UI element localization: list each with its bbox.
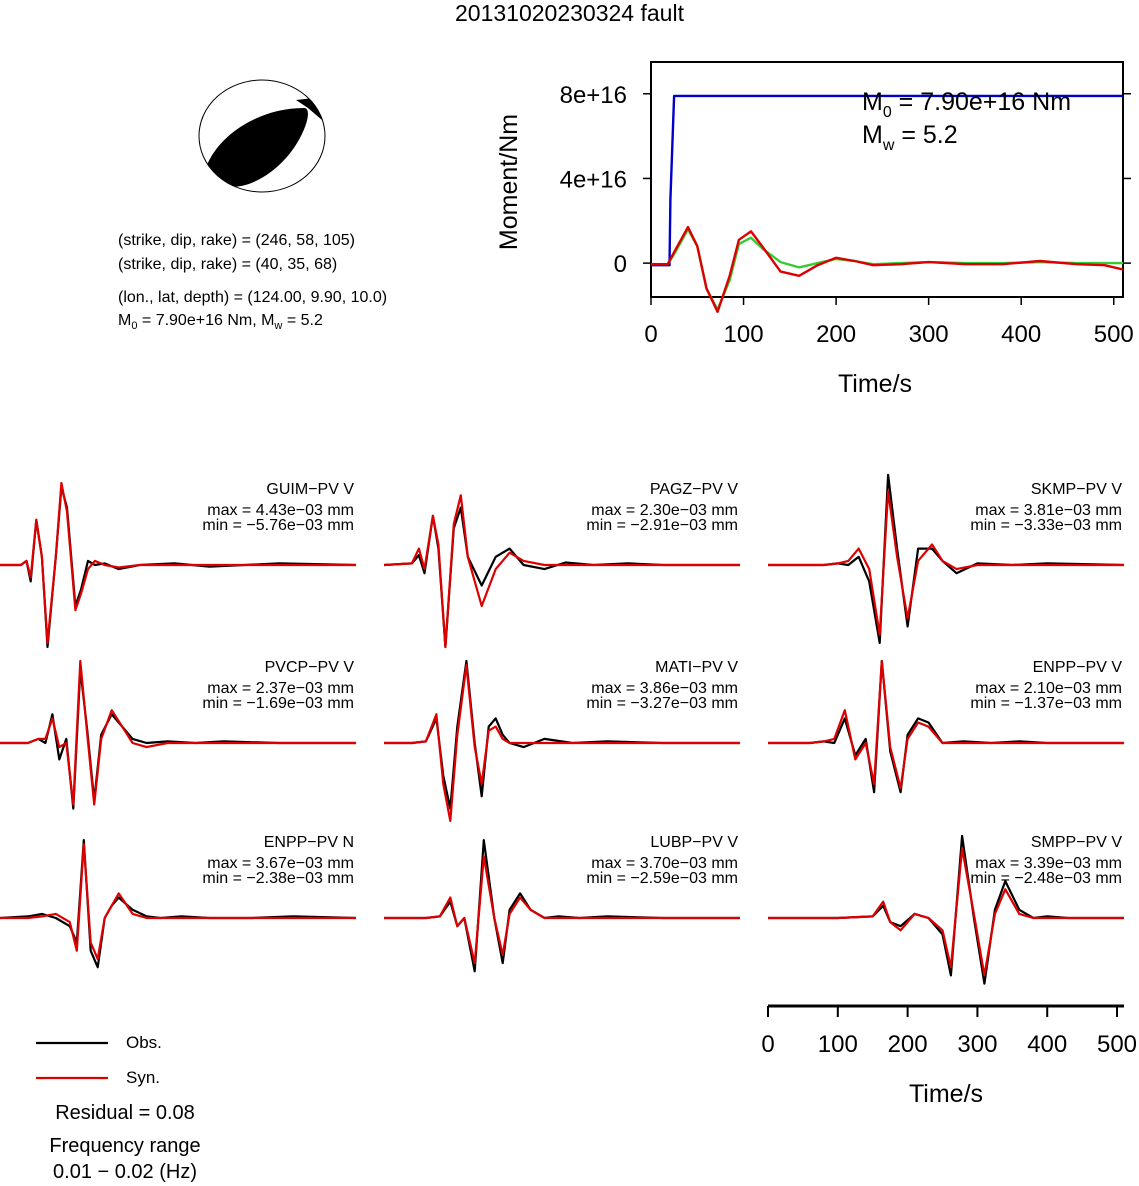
station-label: GUIM−PV V <box>266 481 354 498</box>
station-label: SKMP−PV V <box>1031 481 1122 498</box>
station-label: PAGZ−PV V <box>650 481 739 498</box>
moment-xtick-label: 0 <box>644 321 657 348</box>
moment-series-2 <box>651 225 1124 313</box>
station-min: min = −2.59e−03 mm <box>586 870 738 887</box>
moment-xlabel: Time/s <box>838 370 912 398</box>
frequency-range: 0.01 − 0.02 (Hz) <box>53 1161 197 1183</box>
station-min: min = −1.69e−03 mm <box>202 695 354 712</box>
station-max: max = 3.86e−03 mm <box>591 680 738 697</box>
wave-xtick-label: 400 <box>1027 1031 1067 1058</box>
figure-title: 20131020230324 fault <box>455 0 684 26</box>
station-min: min = −3.27e−03 mm <box>586 695 738 712</box>
station-min: min = −2.91e−03 mm <box>586 517 738 534</box>
station-max: max = 4.43e−03 mm <box>207 502 354 519</box>
station-min: min = −2.38e−03 mm <box>202 870 354 887</box>
station-max: max = 3.70e−03 mm <box>591 855 738 872</box>
waveform-obs <box>768 473 1125 645</box>
station-max: max = 3.39e−03 mm <box>975 855 1122 872</box>
waveform-syn <box>0 843 356 961</box>
moment-ytick-label: 8e+16 <box>560 82 627 109</box>
moment-xtick-label: 300 <box>909 321 949 348</box>
moment-xtick-label: 500 <box>1094 321 1134 348</box>
moment-ytick-label: 4e+16 <box>560 166 627 193</box>
legend-syn-label: Syn. <box>126 1068 161 1087</box>
moment-annotation-mw: Mw = 5.2 <box>862 121 958 154</box>
moment-ytick-label: 0 <box>614 251 627 278</box>
wave-xlabel: Time/s <box>909 1080 983 1108</box>
waveform-syn <box>768 847 1124 977</box>
station-label: SMPP−PV V <box>1031 834 1122 851</box>
moment-xtick-label: 100 <box>724 321 764 348</box>
location-depth: (lon., lat, depth) = (124.00, 9.90, 10.0… <box>118 289 388 306</box>
beachball-compression-quadrant <box>206 108 308 187</box>
station-label: ENPP−PV V <box>1033 659 1123 676</box>
wave-xtick-label: 100 <box>818 1031 858 1058</box>
station-min: min = −1.37e−03 mm <box>970 695 1122 712</box>
legend-obs-label: Obs. <box>126 1033 162 1052</box>
wave-xtick-label: 0 <box>761 1031 774 1058</box>
waveform-syn <box>383 494 740 649</box>
station-label: LUBP−PV V <box>650 834 738 851</box>
moment-xtick-label: 200 <box>816 321 856 348</box>
focal-mechanism-beachball <box>198 79 326 193</box>
waveform-syn <box>768 490 1124 636</box>
station-max: max = 2.10e−03 mm <box>975 680 1122 697</box>
moment-plot-frame <box>650 61 1124 298</box>
moment-xtick-label: 400 <box>1001 321 1041 348</box>
nodal-plane-2: (strike, dip, rake) = (40, 35, 68) <box>118 256 338 273</box>
station-max: max = 3.67e−03 mm <box>207 855 354 872</box>
moment-annotation-m0: M0 = 7.90e+16 Nm <box>862 88 1071 121</box>
station-min: min = −2.48e−03 mm <box>970 870 1122 887</box>
wave-xtick-label: 200 <box>888 1031 928 1058</box>
station-max: max = 3.81e−03 mm <box>975 502 1122 519</box>
station-max: max = 2.30e−03 mm <box>591 502 738 519</box>
waveform-syn <box>768 659 1124 790</box>
moment-ylabel: Moment/Nm <box>495 114 523 250</box>
wave-xtick-label: 300 <box>957 1031 997 1058</box>
station-label: MATI−PV V <box>655 659 738 676</box>
station-max: max = 2.37e−03 mm <box>207 680 354 697</box>
waveform-time-axis: 0 100 200 300 400 500 Time/s <box>761 1004 1137 1108</box>
waveform-syn <box>0 659 356 806</box>
moment-rate-plot: 0 100 200 300 400 500 0 4e+16 8e+16 Time/s Moment/… <box>495 61 1134 398</box>
nodal-plane-1: (strike, dip, rake) = (246, 58, 105) <box>118 232 355 249</box>
station-min: min = −3.33e−03 mm <box>970 517 1122 534</box>
frequency-label: Frequency range <box>49 1135 201 1157</box>
station-label: ENPP−PV N <box>264 834 354 851</box>
moment-magnitude-info: M0 = 7.90e+16 Nm, Mw = 5.2 <box>118 312 323 333</box>
moment-series-0 <box>651 94 1123 267</box>
station-min: min = −5.76e−03 mm <box>202 517 354 534</box>
waveform-syn <box>0 481 356 645</box>
station-label: PVCP−PV V <box>265 659 355 676</box>
wave-xtick-label: 500 <box>1097 1031 1137 1058</box>
residual-text: Residual = 0.08 <box>55 1102 195 1124</box>
legend <box>36 1041 108 1080</box>
waveform-syn <box>384 855 740 965</box>
waveform-syn <box>384 663 740 823</box>
